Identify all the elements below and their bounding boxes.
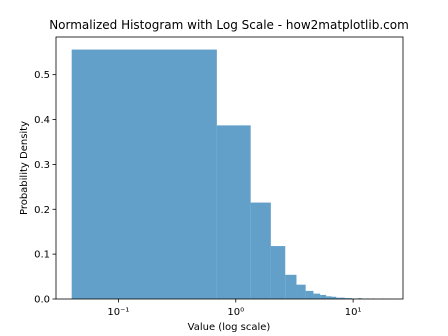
bar	[296, 284, 306, 299]
bar	[331, 296, 337, 299]
bar	[348, 298, 353, 299]
bar	[326, 296, 332, 299]
x-tick-label: 10¹	[345, 307, 362, 318]
y-axis-label: Probability Density	[19, 121, 30, 215]
y-tick-label: 0.0	[34, 295, 50, 306]
y-tick-label: 0.1	[34, 250, 50, 261]
y-tick-label: 0.4	[34, 115, 50, 126]
bar	[313, 293, 321, 299]
y-tick-label: 0.5	[34, 70, 50, 81]
y-tick-label: 0.2	[34, 205, 50, 216]
bar	[250, 202, 271, 299]
bar	[216, 125, 251, 300]
bar	[285, 274, 297, 299]
x-tick-label: 10⁰	[227, 307, 244, 318]
bar	[340, 297, 345, 299]
chart-title: Normalized Histogram with Log Scale - ho…	[49, 18, 409, 32]
bar	[358, 298, 362, 299]
y-tick-label: 0.3	[34, 160, 50, 171]
plot-frame	[55, 36, 404, 300]
x-tick-label: 10⁻¹	[107, 307, 129, 318]
bar	[71, 49, 217, 299]
bar	[320, 294, 327, 299]
bar	[344, 298, 349, 299]
bar	[305, 290, 314, 299]
bar	[336, 297, 341, 299]
bar	[270, 246, 286, 299]
x-axis-label: Value (log scale)	[188, 322, 271, 333]
